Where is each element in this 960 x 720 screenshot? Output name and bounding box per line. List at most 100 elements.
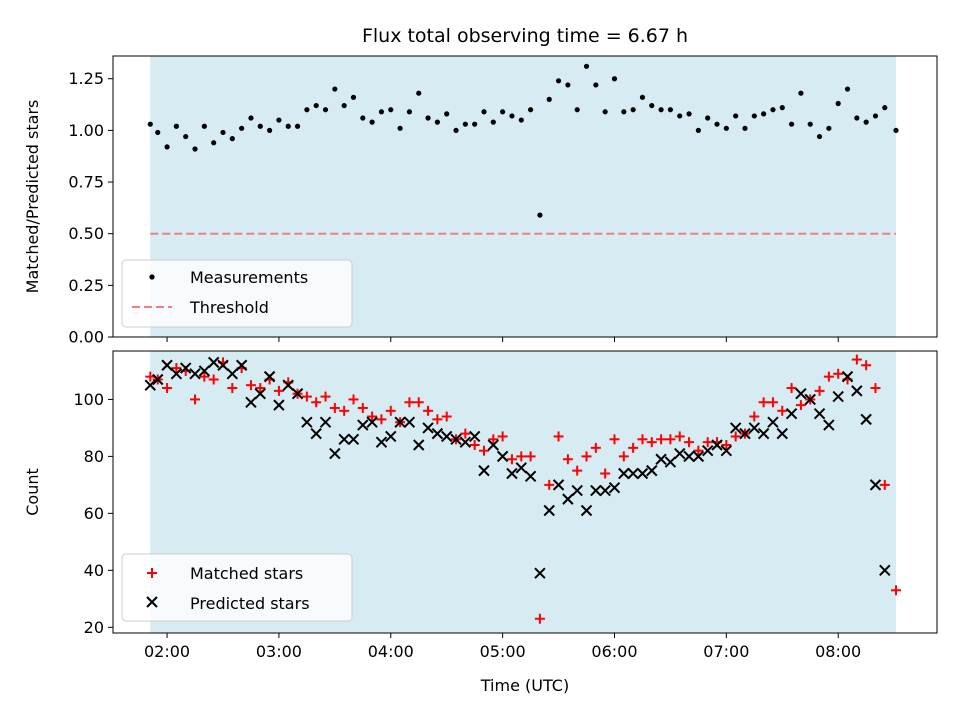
measurement-point: [565, 82, 571, 88]
matched-star-point: [730, 431, 741, 442]
matched-star-point: [460, 428, 471, 439]
matched-star-point: [376, 414, 387, 425]
predicted-star-point: [804, 393, 816, 406]
measurement-point: [639, 94, 646, 100]
measurement-point: [751, 113, 757, 119]
predicted-star-point: [422, 422, 434, 434]
predicted-star-point: [739, 427, 751, 440]
predicted-star-point: [823, 419, 835, 431]
measurement-point: [332, 86, 338, 92]
measurement-point: [621, 109, 627, 115]
matched-star-point: [162, 383, 173, 394]
measurement-point: [183, 133, 189, 140]
measurement-point: [211, 140, 217, 146]
predicted-star-point: [562, 493, 574, 505]
predicted-star-point: [189, 368, 201, 380]
predicted-star-point: [263, 370, 276, 383]
matched-star-point: [432, 414, 443, 425]
predicted-star-point: [515, 462, 527, 474]
measurement-point: [192, 146, 198, 152]
predicted-star-point: [310, 427, 322, 440]
y-tick-label: 0.25: [68, 276, 104, 295]
top-axes-frame: [112, 55, 938, 338]
measurement-point: [416, 90, 422, 96]
matched-star-point: [767, 397, 778, 408]
predicted-star-point: [646, 464, 658, 477]
measurement-point: [527, 107, 534, 113]
measurement-point: [444, 111, 450, 117]
matched-star-point: [469, 440, 480, 450]
measurement-point: [779, 105, 785, 111]
x-tick-label: 04:00: [368, 642, 414, 661]
predicted-star-point: [198, 365, 211, 377]
y-tick-label: 40: [84, 561, 104, 580]
measurement-point: [854, 115, 860, 121]
matched-star-point: [562, 454, 573, 465]
predicted-star-point: [207, 356, 220, 369]
matched-star-point: [441, 411, 452, 422]
matched-star-point: [478, 445, 489, 456]
matched-star-point: [674, 431, 685, 442]
predicted-star-point: [674, 447, 686, 460]
matched-star-point: [199, 371, 210, 382]
measurement-point: [304, 107, 310, 113]
matched-star-point: [506, 454, 517, 465]
matched-star-point: [786, 383, 797, 394]
matched-star-point: [497, 431, 508, 442]
predicted-star-point: [832, 390, 844, 403]
measurement-point: [378, 109, 385, 115]
measurement-point: [893, 127, 899, 133]
predicted-star-point: [720, 444, 733, 457]
predicted-star-point: [254, 388, 266, 400]
predicted-star-point: [785, 407, 798, 420]
measurement-point: [155, 129, 161, 136]
matched-star-point: [273, 385, 284, 396]
measurement-point: [239, 125, 245, 131]
measurement-point: [313, 102, 319, 109]
measurement-point: [695, 127, 701, 133]
measurement-point: [593, 82, 599, 88]
predicted-star-point: [394, 416, 406, 428]
legend-matched-marker: [147, 568, 157, 578]
measurement-point: [677, 113, 683, 119]
measurement-point: [434, 119, 440, 125]
matched-star-point: [721, 440, 732, 450]
predicted-star-point: [851, 385, 863, 397]
matched-star-point: [255, 383, 266, 394]
predicted-star-point: [375, 436, 388, 448]
measurement-point: [147, 121, 153, 127]
matched-star-point: [665, 434, 676, 445]
matched-star-point: [684, 437, 695, 448]
matched-star-point: [171, 363, 182, 374]
legend-predicted-label: Predicted stars: [190, 594, 310, 613]
predicted-star-point: [403, 416, 416, 428]
matched-star-point: [795, 400, 806, 411]
matched-star-point: [637, 434, 648, 445]
matched-star-point: [320, 391, 331, 402]
measurement-point: [173, 123, 179, 129]
measurement-point: [266, 127, 273, 133]
measurement-point: [322, 107, 329, 113]
matched-star-point: [870, 383, 881, 394]
measurement-point: [574, 107, 580, 113]
y-tick-label: 0.50: [68, 224, 104, 243]
matched-star-point: [590, 442, 601, 453]
predicted-star-point: [590, 484, 602, 497]
measurement-point: [220, 129, 226, 136]
predicted-star-point: [161, 359, 173, 371]
predicted-star-point: [767, 416, 779, 428]
matched-star-point: [879, 479, 890, 490]
measurement-point: [714, 121, 720, 127]
predicted-star-point: [282, 379, 294, 391]
predicted-star-point: [487, 439, 500, 451]
matched-star-point: [572, 465, 583, 476]
chart-title: Flux total observing time = 6.67 h: [362, 25, 688, 47]
x-tick-label: 07:00: [703, 642, 749, 661]
bottom-legend: Matched stars Predicted stars: [121, 553, 353, 622]
measurement-point: [770, 107, 776, 113]
predicted-star-point: [711, 439, 723, 451]
measurement-point: [882, 105, 888, 111]
measurement-point: [201, 123, 207, 129]
measurement-point: [472, 121, 478, 127]
matched-star-point: [656, 434, 667, 445]
